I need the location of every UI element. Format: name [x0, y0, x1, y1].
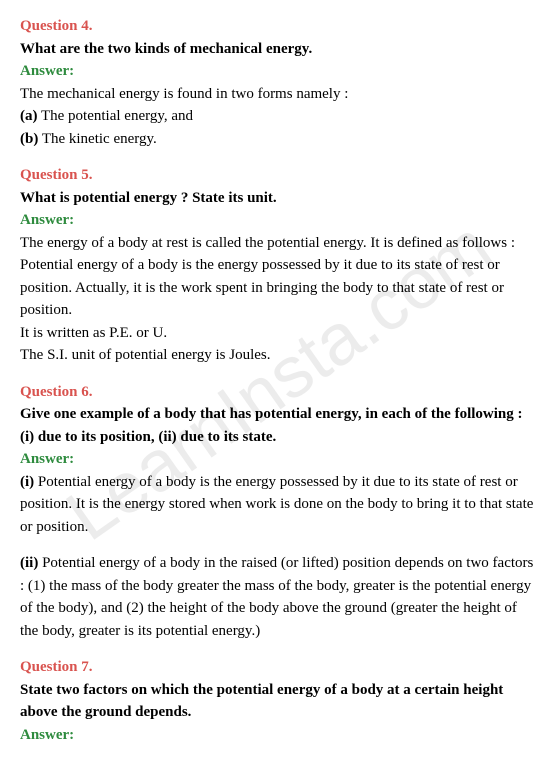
question-text: What are the two kinds of mechanical ene… [20, 38, 538, 61]
document-content: Question 4. What are the two kinds of me… [20, 15, 538, 746]
answer-line: Potential energy of a body is the energy… [20, 254, 538, 322]
answer-line: The energy of a body at rest is called t… [20, 232, 538, 255]
answer-line: The S.I. unit of potential energy is Jou… [20, 344, 538, 367]
answer-line: (b) The kinetic energy. [20, 128, 538, 151]
answer-line: It is written as P.E. or U. [20, 322, 538, 345]
question-label: Question 6. [20, 381, 538, 404]
question-text: Give one example of a body that has pote… [20, 403, 538, 448]
answer-line: The mechanical energy is found in two fo… [20, 83, 538, 106]
question-block-5: Question 5. What is potential energy ? S… [20, 164, 538, 367]
question-text: What is potential energy ? State its uni… [20, 187, 538, 210]
answer-paragraph: (i) Potential energy of a body is the en… [20, 471, 538, 539]
question-label: Question 7. [20, 656, 538, 679]
answer-paragraph: (ii) Potential energy of a body in the r… [20, 552, 538, 642]
question-label: Question 4. [20, 15, 538, 38]
question-text: State two factors on which the potential… [20, 679, 538, 724]
question-block-6: Question 6. Give one example of a body t… [20, 381, 538, 643]
answer-label: Answer: [20, 724, 538, 747]
question-block-4: Question 4. What are the two kinds of me… [20, 15, 538, 150]
answer-text: (i) Potential energy of a body is the en… [20, 471, 538, 643]
question-label: Question 5. [20, 164, 538, 187]
answer-line: (a) The potential energy, and [20, 105, 538, 128]
answer-text: The mechanical energy is found in two fo… [20, 83, 538, 151]
answer-label: Answer: [20, 448, 538, 471]
question-block-7: Question 7. State two factors on which t… [20, 656, 538, 746]
answer-label: Answer: [20, 209, 538, 232]
answer-label: Answer: [20, 60, 538, 83]
answer-text: The energy of a body at rest is called t… [20, 232, 538, 367]
